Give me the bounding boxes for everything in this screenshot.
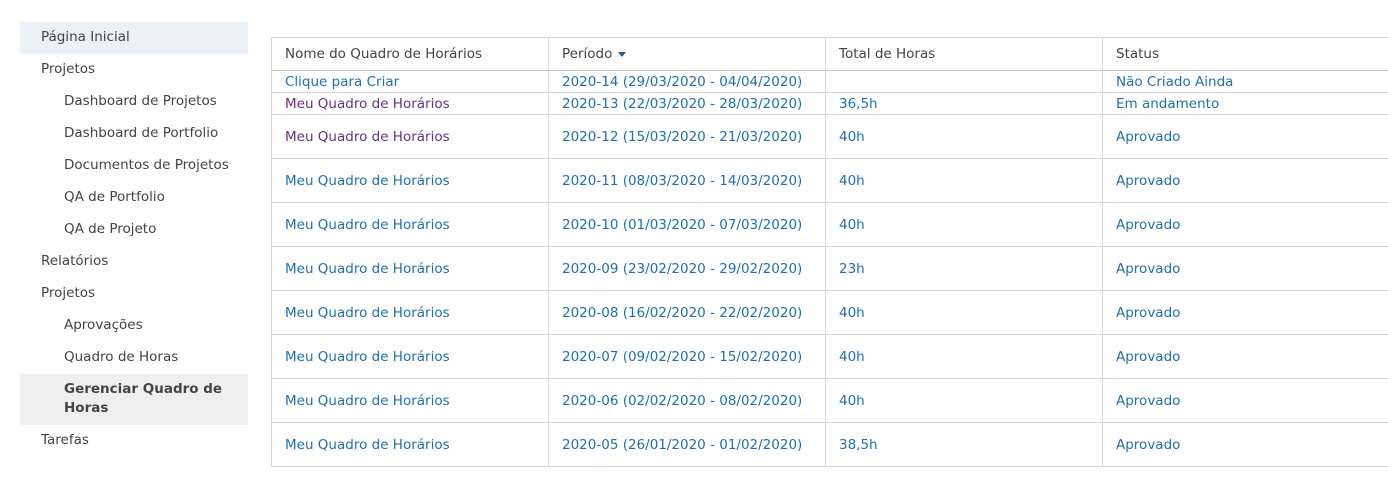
column-header-total-hours[interactable]: Total de Horas — [825, 37, 1103, 71]
period-link[interactable]: 2020-09 (23/02/2020 - 29/02/2020) — [548, 246, 826, 291]
status-link[interactable]: Aprovado — [1102, 334, 1388, 379]
status-link[interactable]: Em andamento — [1102, 92, 1388, 115]
table-row: Meu Quadro de Horários 2020-07 (09/02/20… — [271, 334, 1388, 379]
period-link[interactable]: 2020-06 (02/02/2020 - 08/02/2020) — [548, 378, 826, 423]
table-header-row: Nome do Quadro de Horários Período Total… — [271, 37, 1388, 71]
nav-item-gerenciar-quadro-horas[interactable]: Gerenciar Quadro de Horas — [20, 374, 248, 425]
table-row: Meu Quadro de Horários 2020-09 (23/02/20… — [271, 246, 1388, 291]
status-link[interactable]: Aprovado — [1102, 246, 1388, 291]
total-hours-link[interactable]: 40h — [825, 290, 1103, 335]
period-link[interactable]: 2020-13 (22/03/2020 - 28/03/2020) — [548, 92, 826, 115]
status-link[interactable]: Aprovado — [1102, 290, 1388, 335]
column-header-status[interactable]: Status — [1102, 37, 1388, 71]
table-row: Meu Quadro de Horários 2020-06 (02/02/20… — [271, 378, 1388, 423]
timesheet-name-link[interactable]: Meu Quadro de Horários — [271, 114, 549, 159]
nav-item-documentos-projetos[interactable]: Documentos de Projetos — [64, 157, 229, 173]
table-row: Meu Quadro de Horários 2020-12 (15/03/20… — [271, 114, 1388, 159]
nav-item-qa-projeto[interactable]: QA de Projeto — [64, 221, 157, 237]
status-link[interactable]: Aprovado — [1102, 378, 1388, 423]
total-hours-link[interactable]: 40h — [825, 158, 1103, 203]
period-link[interactable]: 2020-05 (26/01/2020 - 01/02/2020) — [548, 422, 826, 467]
nav-item-quadro-horas[interactable]: Quadro de Horas — [64, 349, 179, 365]
timesheet-name-link[interactable]: Meu Quadro de Horários — [271, 422, 549, 467]
status-link[interactable]: Aprovado — [1102, 114, 1388, 159]
total-hours-link[interactable]: 40h — [825, 334, 1103, 379]
status-link[interactable]: Não Criado Ainda — [1102, 70, 1388, 93]
status-link[interactable]: Aprovado — [1102, 422, 1388, 467]
column-header-name[interactable]: Nome do Quadro de Horários — [271, 37, 549, 71]
table-row: Clique para Criar 2020-14 (29/03/2020 - … — [271, 70, 1388, 93]
table-row: Meu Quadro de Horários 2020-08 (16/02/20… — [271, 290, 1388, 335]
status-link[interactable]: Aprovado — [1102, 202, 1388, 247]
table-row: Meu Quadro de Horários 2020-05 (26/01/20… — [271, 422, 1388, 467]
total-hours-link[interactable]: 40h — [825, 378, 1103, 423]
table-row: Meu Quadro de Horários 2020-10 (01/03/20… — [271, 202, 1388, 247]
nav-item-projetos-2[interactable]: Projetos — [41, 285, 96, 301]
nav-item-dashboard-portfolio[interactable]: Dashboard de Portfolio — [64, 125, 219, 141]
timesheet-name-link[interactable]: Clique para Criar — [271, 70, 549, 93]
total-hours-link[interactable]: 23h — [825, 246, 1103, 291]
timesheet-name-link[interactable]: Meu Quadro de Horários — [271, 334, 549, 379]
sort-descending-icon[interactable] — [618, 51, 627, 57]
timesheet-name-link[interactable]: Meu Quadro de Horários — [271, 202, 549, 247]
period-link[interactable]: 2020-10 (01/03/2020 - 07/03/2020) — [548, 202, 826, 247]
total-hours-link[interactable] — [825, 70, 1103, 93]
nav-item-qa-portfolio[interactable]: QA de Portfolio — [64, 189, 165, 205]
nav-item-projetos[interactable]: Projetos — [41, 61, 96, 77]
table-row: Meu Quadro de Horários 2020-11 (08/03/20… — [271, 158, 1388, 203]
nav-item-tarefas[interactable]: Tarefas — [41, 432, 89, 448]
timesheet-name-link[interactable]: Meu Quadro de Horários — [271, 158, 549, 203]
total-hours-link[interactable]: 40h — [825, 202, 1103, 247]
nav-item-dashboard-projetos[interactable]: Dashboard de Projetos — [64, 93, 217, 109]
period-link[interactable]: 2020-07 (09/02/2020 - 15/02/2020) — [548, 334, 826, 379]
timesheet-name-link[interactable]: Meu Quadro de Horários — [271, 246, 549, 291]
nav-item-pagina-inicial[interactable]: Página Inicial — [20, 22, 248, 54]
total-hours-link[interactable]: 40h — [825, 114, 1103, 159]
timesheet-name-link[interactable]: Meu Quadro de Horários — [271, 290, 549, 335]
nav-item-aprovacoes[interactable]: Aprovações — [64, 317, 143, 333]
table-row: Meu Quadro de Horários 2020-13 (22/03/20… — [271, 92, 1388, 115]
period-link[interactable]: 2020-08 (16/02/2020 - 22/02/2020) — [548, 290, 826, 335]
column-header-period[interactable]: Período — [548, 37, 826, 71]
total-hours-link[interactable]: 36,5h — [825, 92, 1103, 115]
total-hours-link[interactable]: 38,5h — [825, 422, 1103, 467]
period-link[interactable]: 2020-12 (15/03/2020 - 21/03/2020) — [548, 114, 826, 159]
period-link[interactable]: 2020-11 (08/03/2020 - 14/03/2020) — [548, 158, 826, 203]
nav-item-relatorios[interactable]: Relatórios — [41, 253, 109, 269]
timesheet-table: Nome do Quadro de Horários Período Total… — [271, 37, 1388, 467]
period-link[interactable]: 2020-14 (29/03/2020 - 04/04/2020) — [548, 70, 826, 93]
sidebar-nav: Página Inicial Projetos Dashboard de Pro… — [20, 22, 248, 457]
timesheet-name-link[interactable]: Meu Quadro de Horários — [271, 92, 549, 115]
timesheet-name-link[interactable]: Meu Quadro de Horários — [271, 378, 549, 423]
status-link[interactable]: Aprovado — [1102, 158, 1388, 203]
